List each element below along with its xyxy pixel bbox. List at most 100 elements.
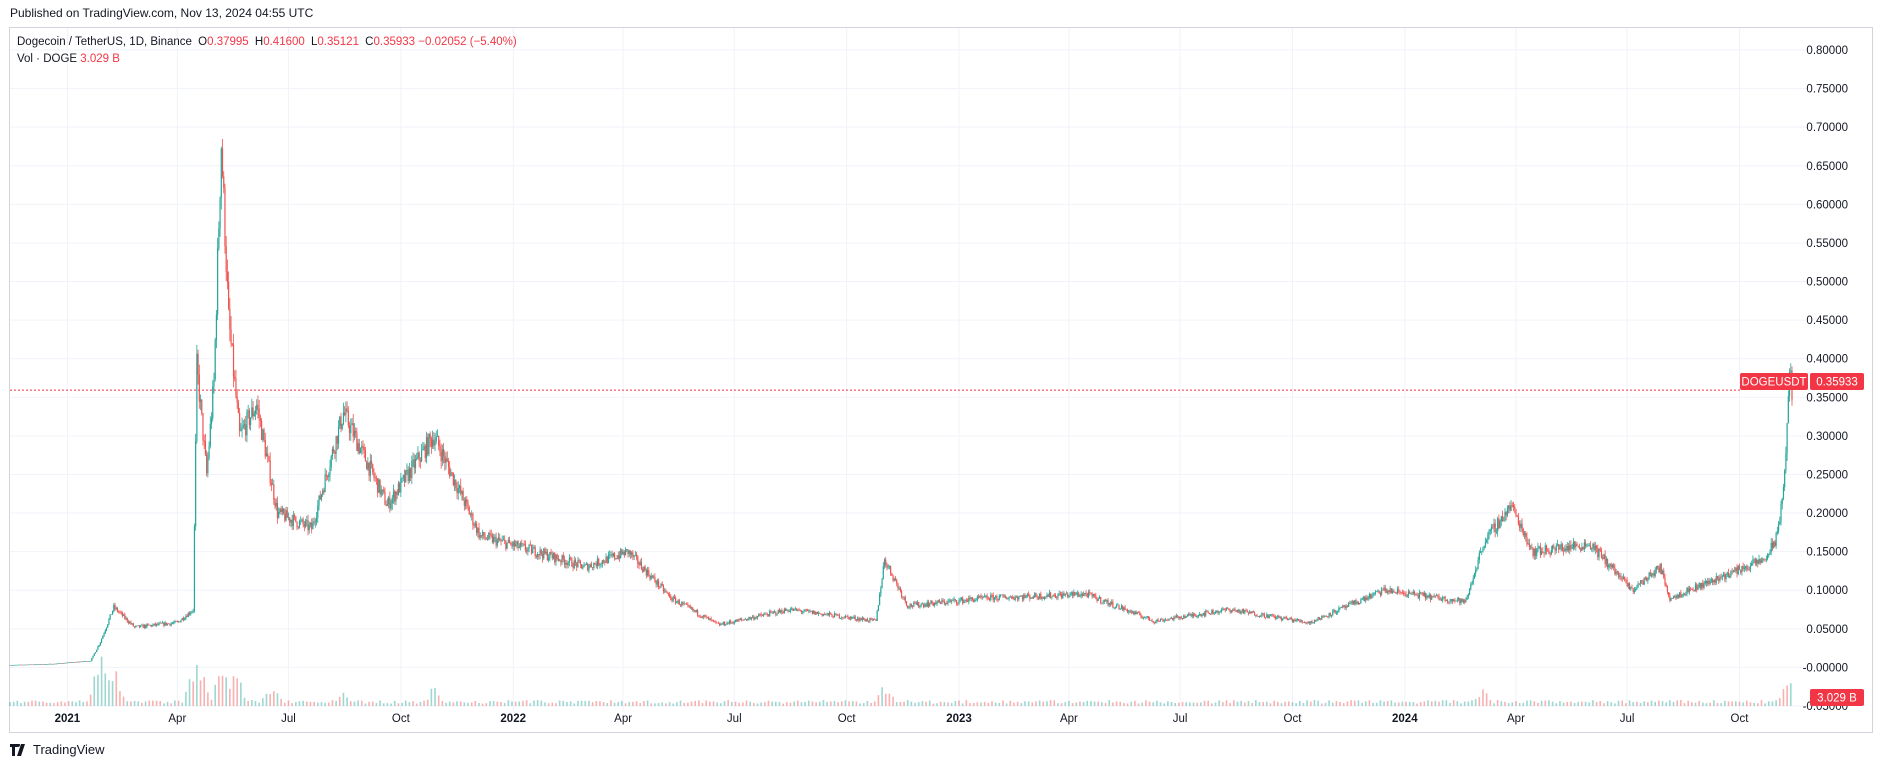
volume-bar	[1236, 701, 1239, 706]
y-axis[interactable]: -0.05000-0.000000.050000.100000.150000.2…	[1803, 45, 1848, 713]
volume-bar	[1005, 703, 1008, 706]
candle-body	[1566, 546, 1568, 551]
candle-body	[192, 610, 194, 612]
candle-body	[1185, 616, 1187, 618]
candle-body	[613, 553, 616, 559]
candle-body	[1330, 615, 1333, 616]
candle-body	[1113, 607, 1115, 609]
candle-body	[695, 610, 698, 612]
candle-body	[673, 596, 676, 598]
candle-body	[274, 500, 276, 507]
volume-bar	[148, 700, 151, 706]
candle-body	[1510, 505, 1512, 511]
candle-body	[1663, 570, 1665, 578]
candle-body	[1505, 511, 1507, 516]
footer-brand[interactable]: TradingView	[10, 742, 105, 757]
candle-body	[1465, 599, 1467, 603]
candle-body	[1776, 531, 1778, 533]
candle-body	[416, 457, 418, 460]
legend-ohlc-line: Dogecoin / TetherUS, 1D, Binance O0.3799…	[17, 34, 517, 51]
candle-body	[780, 610, 782, 613]
volume-bar	[1401, 701, 1404, 706]
candle-body	[1246, 610, 1248, 613]
candle-body	[461, 491, 463, 494]
candle-body	[173, 622, 175, 624]
candle-body	[1026, 594, 1029, 596]
candle-body	[534, 547, 536, 557]
candle-body	[1455, 600, 1457, 602]
candle-body	[1482, 547, 1484, 552]
candle-body	[1478, 552, 1480, 560]
candle-body	[331, 448, 334, 457]
candle-body	[179, 621, 181, 623]
candle-body	[1719, 576, 1721, 581]
candle-body	[1024, 594, 1026, 598]
volume-bar	[221, 675, 224, 706]
x-axis[interactable]: 2021 Apr Jul Oct 2022 Apr Jul Oct 2023 Apr Jul Oct 2…	[55, 713, 1750, 725]
candle-body	[592, 567, 594, 568]
candle-body	[875, 619, 877, 621]
candle-body	[1406, 595, 1408, 597]
candle-body	[1771, 542, 1774, 548]
candle-body	[353, 430, 356, 437]
volume-bar	[829, 701, 832, 706]
volume-bar	[1658, 700, 1660, 706]
volume-bar	[1511, 702, 1514, 706]
volume-bar	[1441, 700, 1444, 706]
volume-bar	[474, 700, 477, 706]
candle-body	[584, 564, 586, 566]
volume-bar	[1357, 700, 1360, 706]
volume-bar	[1548, 700, 1550, 706]
candle-body	[865, 618, 867, 622]
candle-body	[837, 614, 839, 616]
candle-body	[69, 662, 71, 663]
candle-body	[494, 536, 496, 538]
volume-bar	[1610, 702, 1613, 706]
candle-body	[1404, 593, 1406, 594]
candle-body	[256, 404, 258, 411]
candle-body	[1556, 544, 1559, 546]
candle-body	[1461, 598, 1463, 603]
candle-body	[19, 664, 21, 666]
candle-body	[1733, 570, 1736, 572]
volume-bar	[650, 703, 653, 706]
candle-body	[831, 614, 833, 617]
candle-body	[1648, 572, 1650, 579]
candle-body	[433, 439, 435, 446]
candle-body	[839, 618, 842, 619]
candle-body	[1696, 584, 1698, 590]
candle-body	[504, 539, 506, 541]
candle-body	[599, 564, 601, 566]
candle-body	[342, 412, 345, 424]
candle-body	[215, 314, 218, 340]
candle-body	[469, 514, 472, 516]
candle-body	[475, 523, 478, 533]
candle-body	[579, 560, 581, 565]
candle-body	[905, 601, 908, 606]
chart-frame[interactable]	[9, 27, 1873, 733]
candle-body	[1770, 542, 1772, 552]
candle-body	[155, 623, 158, 626]
volume-bar	[1027, 701, 1030, 706]
candle-body	[212, 386, 214, 419]
x-tick-label: Apr	[1507, 713, 1525, 725]
volume-bar	[130, 701, 132, 706]
volume-bar	[969, 703, 971, 706]
candle-body	[1146, 616, 1148, 617]
candle-body	[442, 449, 445, 457]
volume-bar	[1353, 700, 1356, 706]
volume-bar	[811, 701, 814, 706]
volume-bar	[1493, 703, 1495, 706]
volume-bar	[1163, 703, 1166, 706]
candle-body	[1010, 596, 1013, 598]
candle-body	[291, 519, 293, 527]
candle-body	[1378, 590, 1380, 593]
volume-bar	[262, 698, 264, 706]
candle-body	[849, 616, 851, 620]
candle-body	[380, 489, 382, 495]
volume-bar	[807, 700, 810, 706]
candle-body	[1308, 622, 1311, 624]
candle-body	[464, 499, 467, 506]
candle-body	[1337, 612, 1339, 613]
